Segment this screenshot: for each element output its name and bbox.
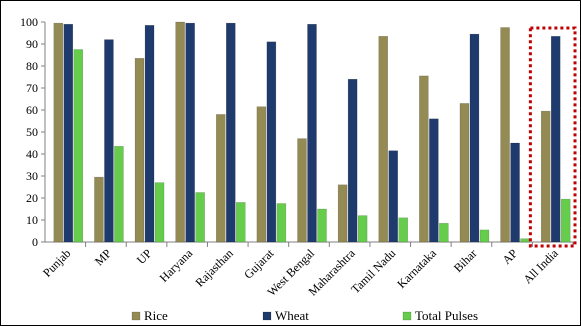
bar-total-pulses-mp bbox=[114, 146, 124, 243]
bar-wheat-west-bengal bbox=[307, 23, 317, 243]
bar-wheat-bihar bbox=[469, 33, 480, 243]
highlight-box bbox=[528, 26, 577, 248]
bar-wheat-rajasthan bbox=[226, 22, 236, 243]
bar-wheat-all-india bbox=[550, 36, 561, 243]
bar-rice-punjab bbox=[53, 22, 64, 243]
bar-total-pulses-west-bengal bbox=[317, 208, 327, 243]
x-tick-label-mp: MP bbox=[92, 246, 114, 268]
legend-swatch-rice bbox=[131, 311, 141, 321]
x-tick-label-gujarat: Gujarat bbox=[241, 246, 277, 282]
y-tick-label-40: 40 bbox=[26, 147, 38, 161]
x-tick-label-ap: AP bbox=[499, 246, 520, 267]
y-tick-label-30: 30 bbox=[26, 169, 38, 183]
y-tick-label-70: 70 bbox=[26, 81, 38, 95]
x-tick-label-haryana: Haryana bbox=[157, 246, 196, 285]
bar-wheat-punjab bbox=[63, 23, 74, 243]
legend-label-rice: Rice bbox=[144, 308, 168, 323]
bar-rice-tamil-nadu bbox=[378, 36, 388, 243]
bar-rice-all-india bbox=[540, 110, 551, 243]
y-tick-label-20: 20 bbox=[26, 191, 38, 205]
bar-rice-up bbox=[134, 58, 145, 243]
legend-swatch-total-pulses bbox=[402, 311, 412, 321]
y-tick-label-80: 80 bbox=[26, 59, 38, 73]
y-tick-labels: 0 10 20 30 40 50 60 70 80 90 100 bbox=[20, 15, 38, 249]
bar-total-pulses-all-india bbox=[560, 198, 571, 243]
y-tick-label-100: 100 bbox=[20, 15, 38, 29]
bar-total-pulses-rajasthan bbox=[236, 202, 246, 243]
bar-total-pulses-gujarat bbox=[276, 203, 287, 243]
bar-wheat-up bbox=[144, 25, 155, 243]
bar-total-pulses-up bbox=[154, 182, 165, 243]
x-tick-label-all-india: All India bbox=[521, 246, 562, 287]
x-tick-label-tamil-nadu: Tamil Nadu bbox=[348, 246, 398, 296]
bars bbox=[53, 21, 571, 243]
bar-rice-rajasthan bbox=[216, 114, 226, 243]
bar-total-pulses-tamil-nadu bbox=[398, 217, 408, 243]
x-tick-label-punjab: Punjab bbox=[40, 246, 73, 279]
bar-wheat-tamil-nadu bbox=[388, 150, 398, 243]
legend: Rice Wheat Total Pulses bbox=[131, 308, 478, 323]
bar-rice-mp bbox=[94, 176, 104, 243]
y-tick-label-60: 60 bbox=[26, 103, 38, 117]
legend-label-wheat: Wheat bbox=[275, 308, 309, 323]
bar-total-pulses-maharashtra bbox=[357, 215, 368, 243]
bar-total-pulses-punjab bbox=[73, 49, 84, 243]
y-tick-label-50: 50 bbox=[26, 125, 38, 139]
bar-rice-haryana bbox=[175, 21, 185, 243]
x-tick-label-rajasthan: Rajasthan bbox=[193, 246, 236, 289]
bar-total-pulses-bihar bbox=[479, 229, 490, 243]
highlight-box-all-india bbox=[528, 26, 577, 248]
bar-rice-maharashtra bbox=[337, 184, 348, 243]
bar-rice-karnataka bbox=[419, 75, 429, 243]
bar-wheat-gujarat bbox=[266, 41, 277, 243]
y-tick-label-90: 90 bbox=[26, 37, 38, 51]
legend-swatch-wheat bbox=[262, 311, 272, 321]
x-tick-label-bihar: Bihar bbox=[451, 246, 480, 275]
bar-total-pulses-ap bbox=[520, 238, 530, 243]
bar-wheat-haryana bbox=[185, 22, 195, 243]
bar-total-pulses-karnataka bbox=[439, 223, 449, 243]
bar-rice-bihar bbox=[459, 103, 470, 243]
bar-wheat-mp bbox=[104, 39, 114, 243]
bar-rice-west-bengal bbox=[297, 138, 307, 243]
bar-wheat-ap bbox=[510, 142, 520, 243]
bar-wheat-maharashtra bbox=[347, 78, 358, 243]
x-tick-label-karnataka: Karnataka bbox=[394, 246, 439, 291]
bar-rice-ap bbox=[500, 27, 510, 243]
bar-rice-gujarat bbox=[256, 106, 267, 243]
x-tick-label-up: UP bbox=[134, 246, 155, 267]
y-tick-label-10: 10 bbox=[26, 213, 38, 227]
bar-wheat-karnataka bbox=[429, 118, 439, 243]
y-tick-label-0: 0 bbox=[32, 235, 38, 249]
legend-label-total-pulses: Total Pulses bbox=[415, 308, 478, 323]
bar-total-pulses-haryana bbox=[195, 192, 205, 243]
